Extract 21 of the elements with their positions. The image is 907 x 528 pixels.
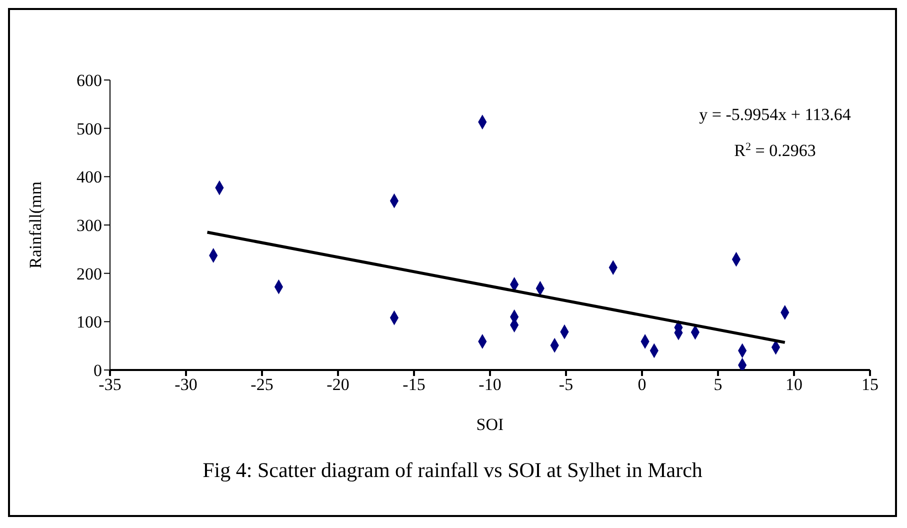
x-tick-label: -15 <box>402 375 426 394</box>
y-tick-label: 200 <box>76 264 102 284</box>
x-tick-label: -30 <box>174 375 198 394</box>
x-tick-label: 15 <box>862 375 878 394</box>
x-tick-label: 0 <box>638 375 646 394</box>
x-tick-label: -20 <box>326 375 350 394</box>
annotation: R$^{2}$ = 0.2963 <box>734 141 816 160</box>
y-axis-title: Rainfall(mm <box>26 182 46 268</box>
x-axis-title: SOI <box>476 415 504 434</box>
y-tick-label: 500 <box>76 119 102 138</box>
y-tick-label: 300 <box>76 216 102 236</box>
x-tick-label: 5 <box>714 375 722 394</box>
annotation: y = -5.9954x + 113.64 <box>699 105 852 124</box>
text: Fig 4: Scatter diagram of rainfall vs SOI at Sylhet in March <box>202 458 704 483</box>
x-tick-label: -25 <box>250 375 274 394</box>
x-tick-label: -10 <box>478 375 502 394</box>
x-tick-label: -5 <box>558 375 574 394</box>
y-tick-label: 100 <box>76 312 102 332</box>
x-tick-label: 10 <box>786 375 802 394</box>
y-tick-label: 400 <box>76 168 102 187</box>
y-tick-label: 600 <box>76 71 102 90</box>
